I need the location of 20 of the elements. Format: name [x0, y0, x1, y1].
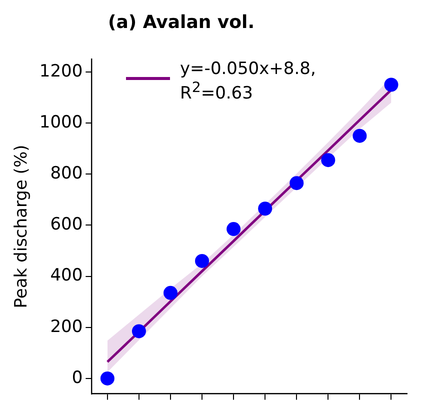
- legend-label: y=-0.050x+8.8, R$^{2}$=0.63: [180, 59, 316, 104]
- point: [321, 153, 336, 168]
- point: [164, 286, 178, 300]
- y-tick-label: 800: [50, 164, 83, 184]
- y-tick-label: 0: [72, 368, 83, 388]
- y-tick-label: 600: [50, 214, 83, 235]
- point: [100, 371, 114, 386]
- y-tick-label: 400: [50, 266, 83, 286]
- point: [132, 324, 146, 338]
- point: [258, 202, 272, 216]
- y-tick-label: 200: [50, 316, 83, 337]
- y-tick-label: 1000: [39, 112, 83, 132]
- y-tick-label: 1200: [39, 61, 83, 82]
- y-axis-title: Peak discharge (%): [12, 144, 32, 308]
- chart-title: (a) Avalan vol.: [107, 11, 256, 35]
- point: [352, 128, 367, 143]
- point: [195, 254, 210, 268]
- point: [290, 176, 304, 190]
- point: [226, 222, 241, 236]
- point: [384, 78, 398, 92]
